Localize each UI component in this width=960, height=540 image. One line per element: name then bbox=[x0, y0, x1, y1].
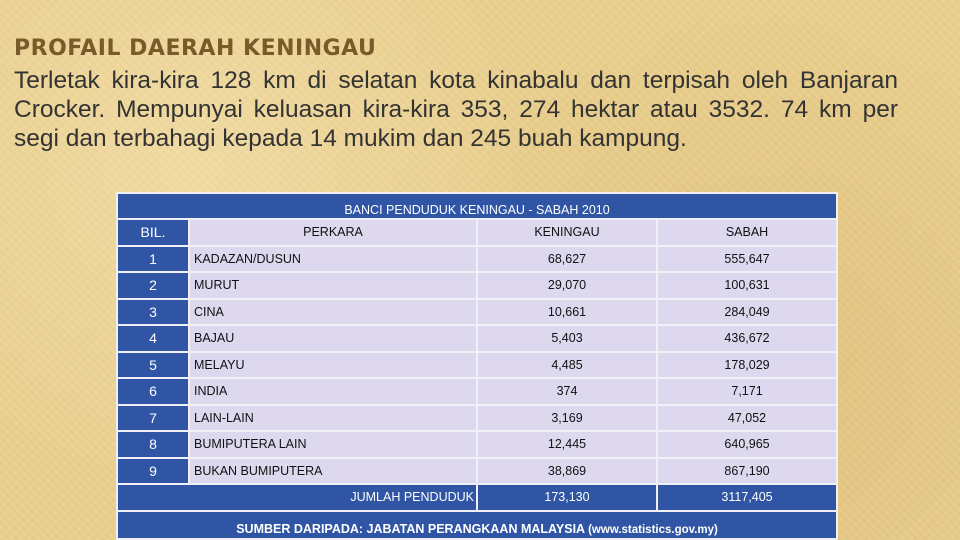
total-row: JUMLAH PENDUDUK 173,130 3117,405 bbox=[116, 483, 839, 512]
row-number: 3 bbox=[116, 297, 190, 326]
row-sabah: 7,171 bbox=[655, 377, 839, 406]
table-row: 9 BUKAN BUMIPUTERA 38,869 867,190 bbox=[116, 456, 839, 485]
row-number: 8 bbox=[116, 430, 190, 459]
row-number: 7 bbox=[116, 403, 190, 432]
row-sabah: 100,631 bbox=[655, 271, 839, 300]
table-row: 1 KADAZAN/DUSUN 68,627 555,647 bbox=[116, 244, 839, 273]
row-sabah: 178,029 bbox=[655, 350, 839, 379]
row-number: 4 bbox=[116, 324, 190, 353]
row-keningau: 29,070 bbox=[476, 271, 658, 300]
row-keningau: 38,869 bbox=[476, 456, 658, 485]
row-perkara: MURUT bbox=[188, 271, 478, 300]
row-keningau: 3,169 bbox=[476, 403, 658, 432]
table-row: 3 CINA 10,661 284,049 bbox=[116, 297, 839, 326]
table-row: 5 MELAYU 4,485 178,029 bbox=[116, 350, 839, 379]
row-perkara: BAJAU bbox=[188, 324, 478, 353]
row-sabah: 284,049 bbox=[655, 297, 839, 326]
table-row: 4 BAJAU 5,403 436,672 bbox=[116, 324, 839, 353]
total-label: JUMLAH PENDUDUK bbox=[116, 483, 478, 512]
intro-paragraph: Terletak kira-kira 128 km di selatan kot… bbox=[14, 67, 898, 152]
table-row: 8 BUMIPUTERA LAIN 12,445 640,965 bbox=[116, 430, 839, 459]
source-text: SUMBER DARIPADA: JABATAN PERANGKAAN MALA… bbox=[236, 521, 585, 536]
row-number: 6 bbox=[116, 377, 190, 406]
row-keningau: 4,485 bbox=[476, 350, 658, 379]
row-number: 5 bbox=[116, 350, 190, 379]
row-perkara: BUMIPUTERA LAIN bbox=[188, 430, 478, 459]
total-keningau: 173,130 bbox=[476, 483, 658, 512]
column-header-sabah: SABAH bbox=[655, 218, 839, 247]
row-perkara: BUKAN BUMIPUTERA bbox=[188, 456, 478, 485]
row-sabah: 436,672 bbox=[655, 324, 839, 353]
row-perkara: CINA bbox=[188, 297, 478, 326]
row-sabah: 867,190 bbox=[655, 456, 839, 485]
row-perkara: MELAYU bbox=[188, 350, 478, 379]
table-row: 2 MURUT 29,070 100,631 bbox=[116, 271, 839, 300]
table-caption-row: BANCI PENDUDUK KENINGAU - SABAH 2010 bbox=[115, 192, 839, 220]
source-note: SUMBER DARIPADA: JABATAN PERANGKAAN MALA… bbox=[115, 509, 839, 540]
table-row: 6 INDIA 374 7,171 bbox=[116, 377, 839, 406]
row-keningau: 12,445 bbox=[476, 430, 658, 459]
row-keningau: 374 bbox=[476, 377, 658, 406]
column-header-bil: BIL. bbox=[116, 218, 190, 247]
source-row: SUMBER DARIPADA: JABATAN PERANGKAAN MALA… bbox=[115, 509, 839, 540]
total-sabah: 3117,405 bbox=[655, 483, 839, 512]
row-perkara: LAIN-LAIN bbox=[188, 403, 478, 432]
row-keningau: 5,403 bbox=[476, 324, 658, 353]
row-keningau: 68,627 bbox=[476, 244, 658, 273]
row-keningau: 10,661 bbox=[476, 297, 658, 326]
population-table: BANCI PENDUDUK KENINGAU - SABAH 2010 BIL… bbox=[115, 192, 839, 540]
row-sabah: 555,647 bbox=[655, 244, 839, 273]
column-header-row: BIL. PERKARA KENINGAU SABAH bbox=[116, 218, 839, 247]
row-sabah: 47,052 bbox=[655, 403, 839, 432]
table-row: 7 LAIN-LAIN 3,169 47,052 bbox=[116, 403, 839, 432]
row-number: 2 bbox=[116, 271, 190, 300]
column-header-perkara: PERKARA bbox=[188, 218, 478, 247]
column-header-keningau: KENINGAU bbox=[476, 218, 658, 247]
row-number: 1 bbox=[116, 244, 190, 273]
row-perkara: INDIA bbox=[188, 377, 478, 406]
table-caption: BANCI PENDUDUK KENINGAU - SABAH 2010 bbox=[115, 192, 839, 220]
row-sabah: 640,965 bbox=[655, 430, 839, 459]
source-url: (www.statistics.gov.my) bbox=[588, 523, 718, 536]
page-title: PROFAIL DAERAH KENINGAU bbox=[14, 36, 377, 61]
row-number: 9 bbox=[116, 456, 190, 485]
row-perkara: KADAZAN/DUSUN bbox=[188, 244, 478, 273]
